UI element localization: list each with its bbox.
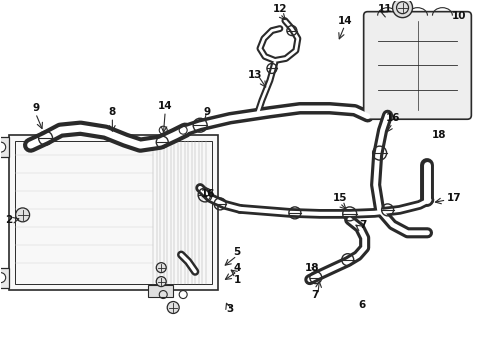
Bar: [9, 135, 218, 289]
Circle shape: [156, 276, 166, 287]
Text: 14: 14: [158, 101, 172, 111]
Bar: [0, 268, 9, 288]
Text: 2: 2: [5, 215, 12, 225]
Bar: [148, 285, 173, 297]
Text: 5: 5: [233, 247, 241, 257]
Text: 4: 4: [233, 263, 241, 273]
FancyBboxPatch shape: [364, 12, 471, 119]
Text: 8: 8: [109, 107, 116, 117]
Text: 17: 17: [447, 193, 462, 203]
Bar: [15, 141, 212, 284]
Text: 3: 3: [226, 305, 234, 315]
Text: 1: 1: [233, 275, 241, 285]
Text: 9: 9: [32, 103, 39, 113]
Text: 16: 16: [385, 113, 400, 123]
Text: 7: 7: [359, 220, 367, 230]
Text: 11: 11: [377, 4, 392, 14]
Circle shape: [0, 142, 6, 152]
Text: 15: 15: [333, 193, 347, 203]
Text: 18: 18: [305, 263, 319, 273]
Text: 12: 12: [272, 4, 287, 14]
Circle shape: [396, 2, 409, 14]
Text: 7: 7: [311, 289, 318, 300]
Circle shape: [0, 273, 6, 283]
Circle shape: [16, 208, 29, 222]
Circle shape: [167, 302, 179, 314]
Text: 6: 6: [358, 300, 365, 310]
Text: 13: 13: [248, 71, 262, 80]
Circle shape: [392, 0, 413, 18]
Text: 16: 16: [201, 189, 215, 199]
Text: 14: 14: [338, 15, 352, 26]
Text: 18: 18: [432, 130, 447, 140]
Circle shape: [156, 263, 166, 273]
Text: 10: 10: [452, 11, 466, 21]
Bar: [0, 137, 9, 157]
Text: 9: 9: [203, 107, 211, 117]
